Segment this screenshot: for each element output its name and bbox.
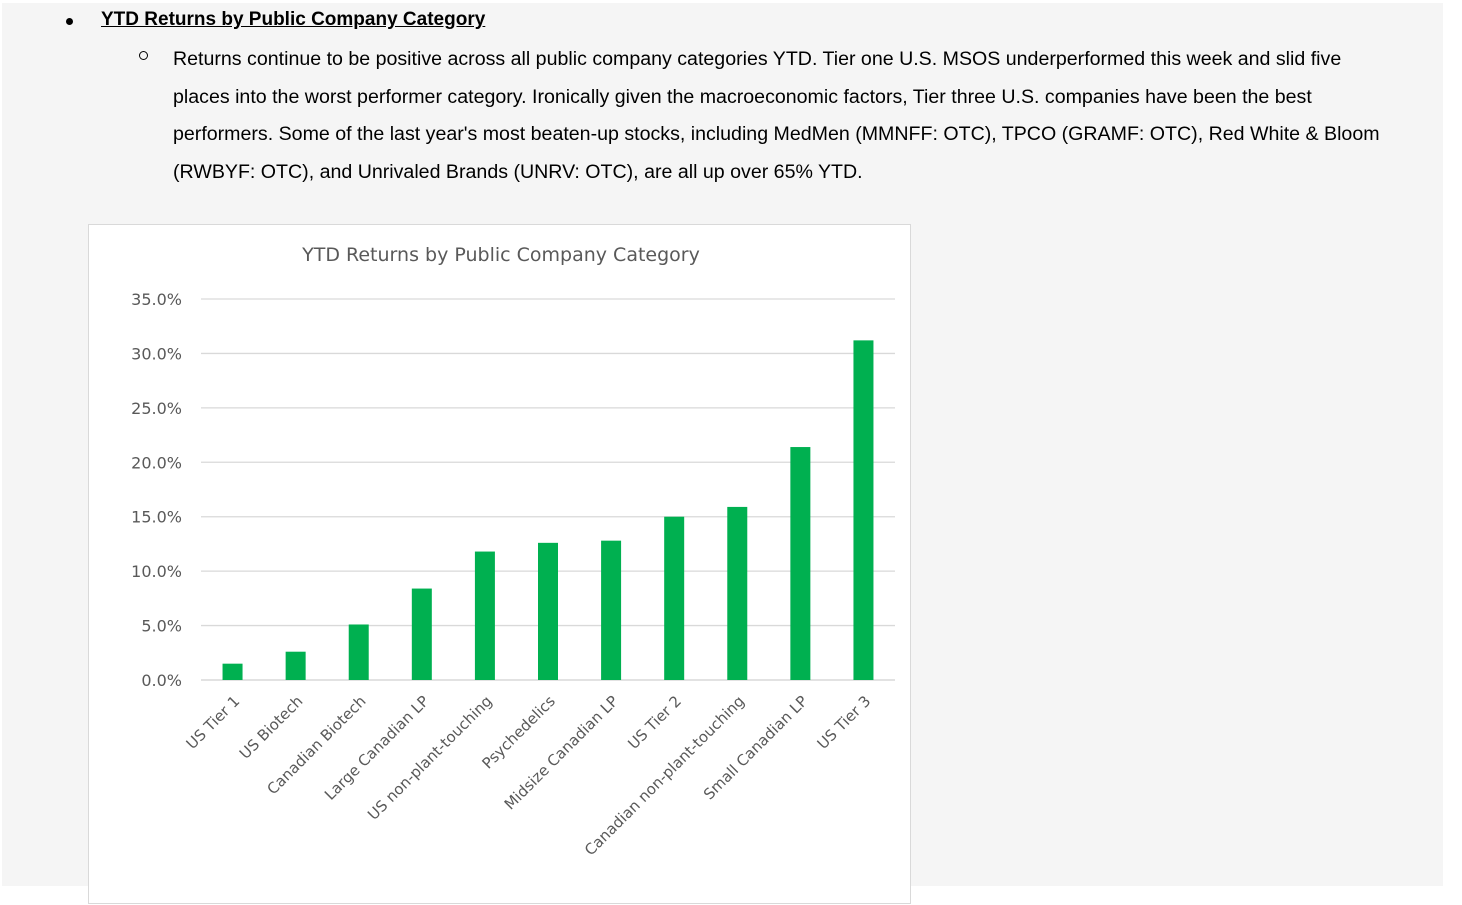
bar [727, 506, 748, 680]
bar [601, 540, 622, 680]
section-heading-row: YTD Returns by Public Company Category [2, 9, 1443, 35]
x-category-label: Midsize Canadian LP [501, 692, 622, 813]
bar [348, 624, 369, 680]
returns-bar-chart: YTD Returns by Public Company Category 0… [131, 244, 895, 859]
bar [411, 588, 432, 680]
chart-title: YTD Returns by Public Company Category [301, 244, 700, 266]
x-category-label: US Tier 1 [183, 692, 244, 753]
y-tick-label: 15.0% [131, 508, 182, 527]
bar [222, 663, 243, 680]
y-tick-label: 25.0% [131, 399, 182, 418]
chart-container: YTD Returns by Public Company Category 0… [88, 224, 911, 904]
document-page: YTD Returns by Public Company Category R… [2, 3, 1443, 904]
y-tick-label: 0.0% [141, 671, 182, 690]
y-tick-label: 10.0% [131, 562, 182, 581]
x-category-label: Large Canadian LP [321, 692, 433, 804]
bar [538, 542, 558, 680]
x-category-label: US non-plant-touching [364, 692, 496, 824]
y-tick-label: 5.0% [141, 617, 182, 636]
y-tick-label: 35.0% [131, 290, 182, 309]
bar [474, 551, 495, 680]
bar [664, 516, 685, 680]
y-tick-label: 20.0% [131, 453, 182, 472]
bar [853, 340, 874, 680]
bar [285, 651, 306, 680]
sub-bullet-icon [139, 51, 148, 60]
x-category-label: Small Canadian LP [700, 692, 811, 803]
section-heading: YTD Returns by Public Company Category [101, 9, 486, 30]
x-category-label: US Tier 3 [814, 692, 875, 753]
section-paragraph: Returns continue to be positive across a… [173, 48, 1380, 183]
x-category-label: US Tier 2 [624, 692, 685, 753]
bar [790, 447, 811, 680]
bullet-icon [66, 18, 73, 25]
y-tick-label: 30.0% [131, 344, 182, 363]
